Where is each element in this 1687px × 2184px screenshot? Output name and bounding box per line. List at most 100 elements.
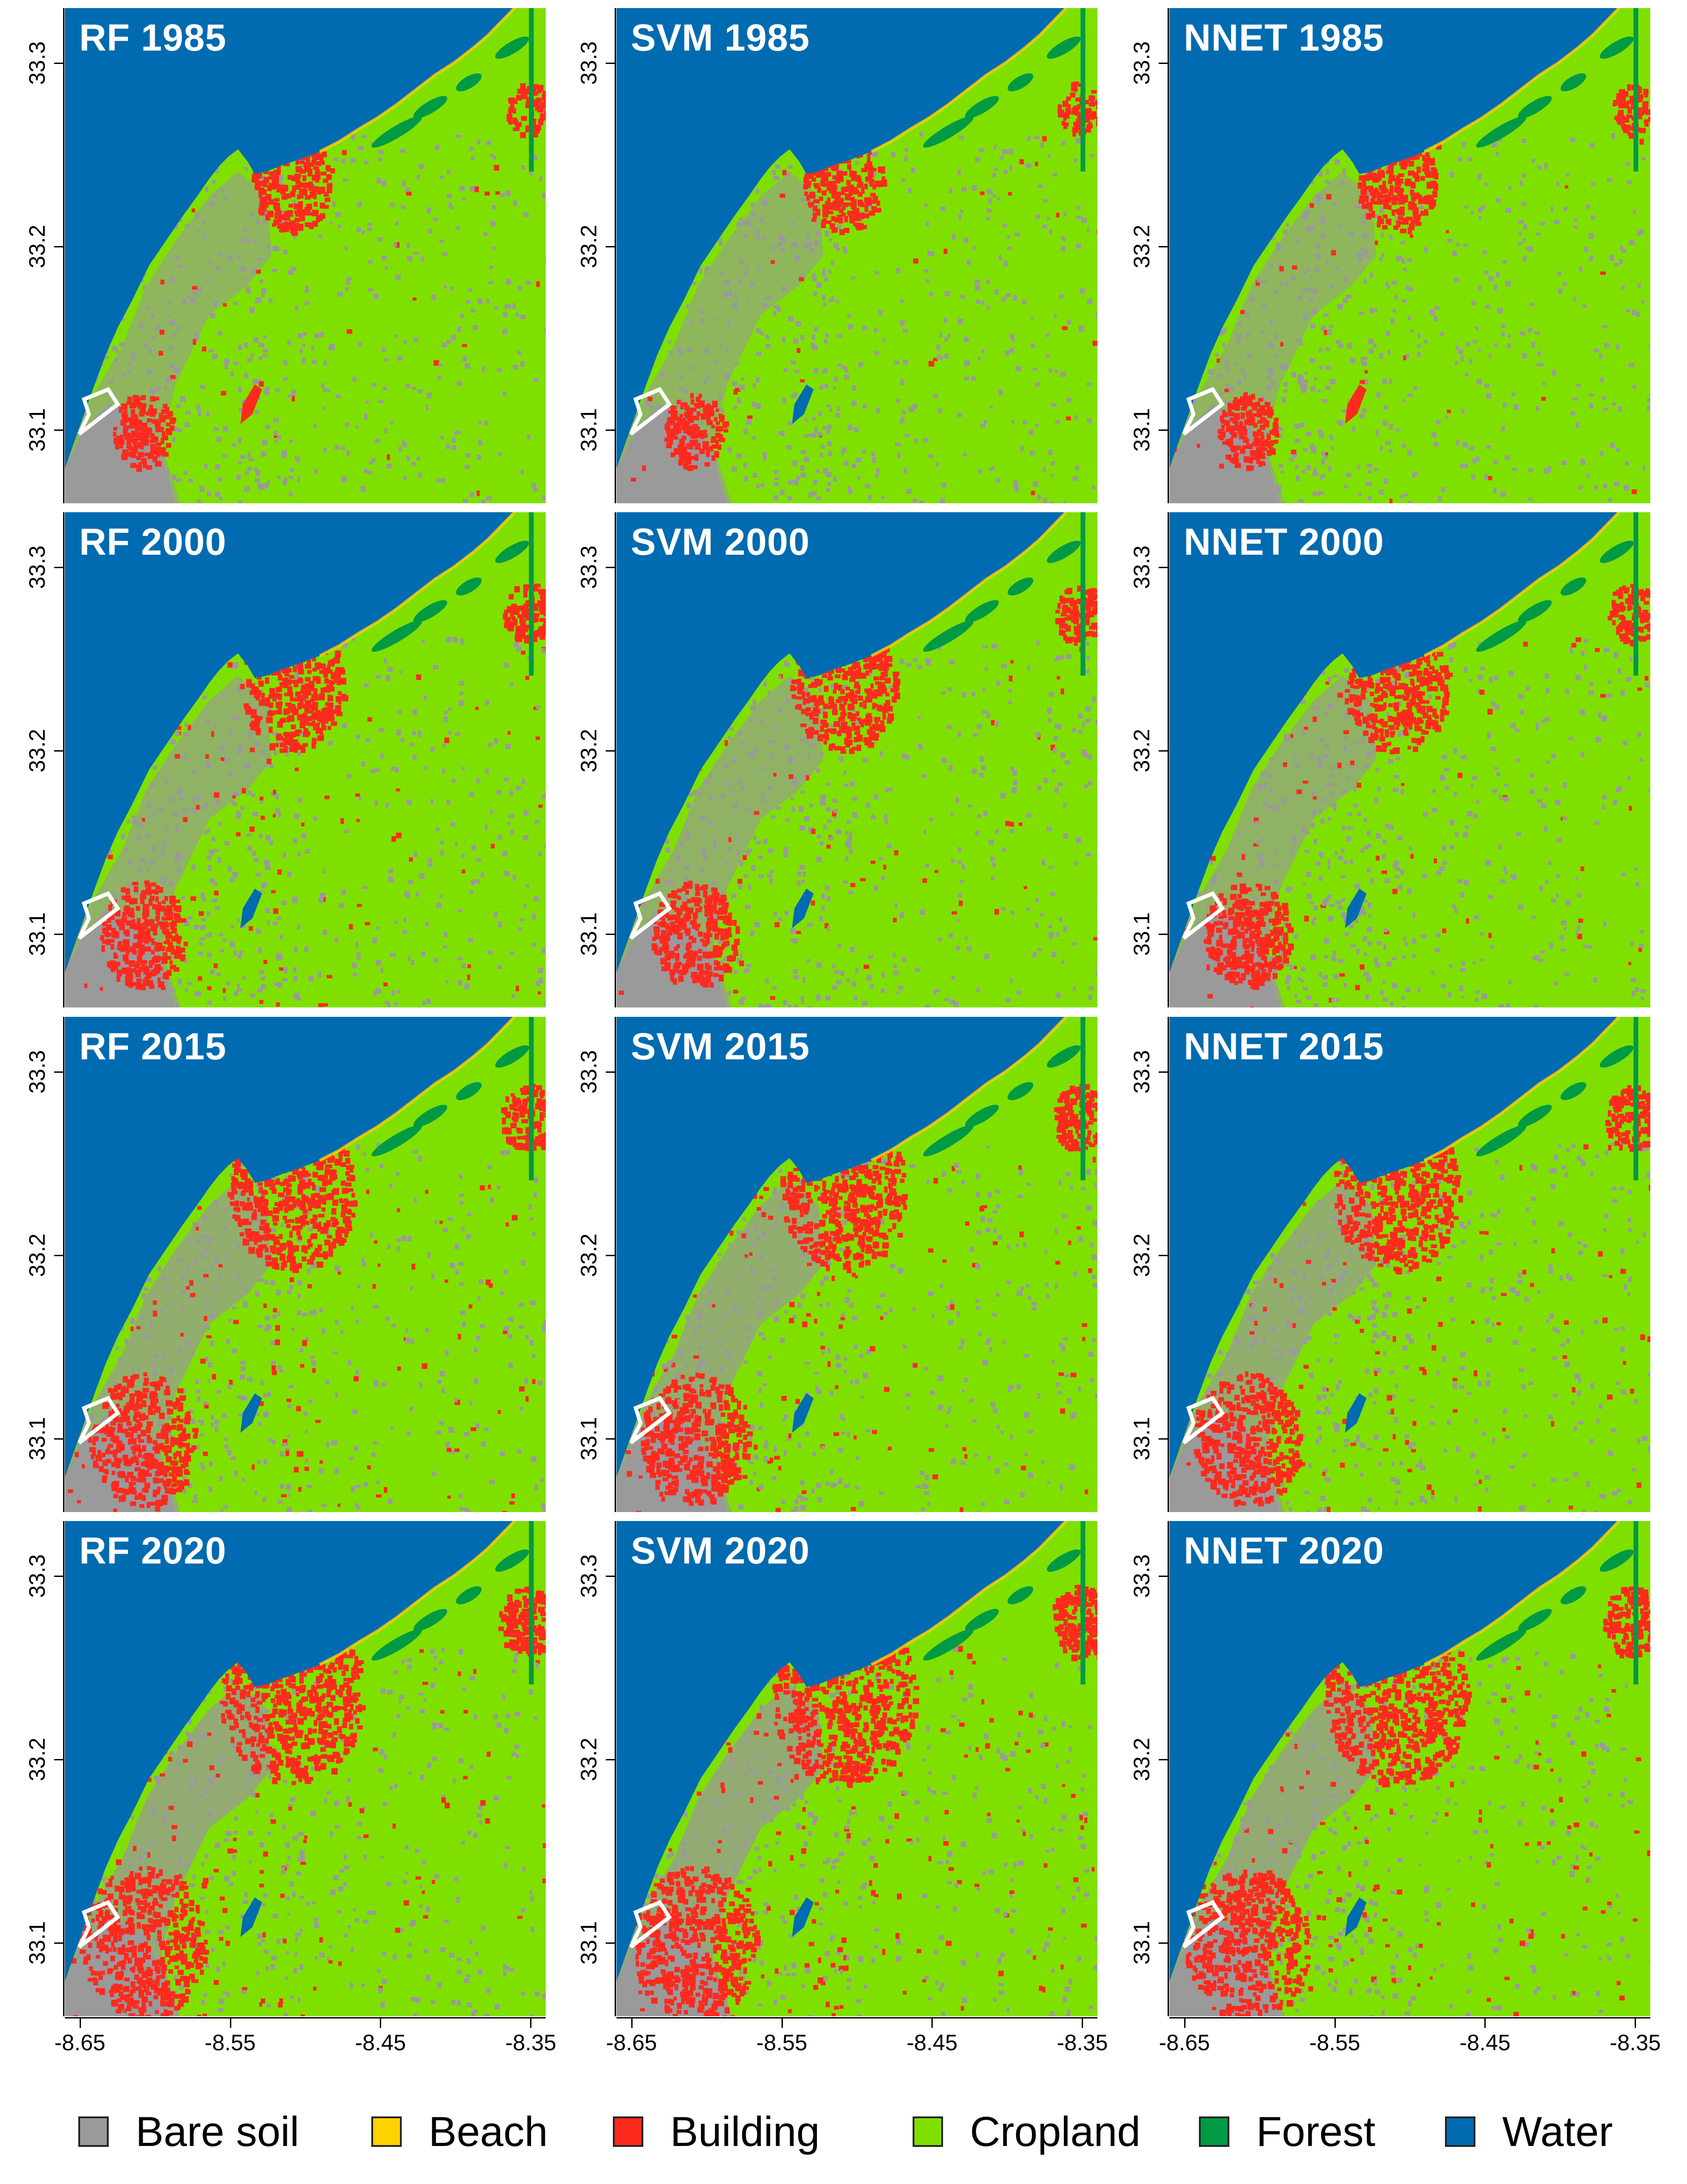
land-cover-map [616,512,1097,1007]
y-tick-label: 33.1 [1129,408,1154,452]
ocean-water [1169,1521,1650,1982]
legend-item-water: Water [1445,2098,1613,2165]
y-tick [1159,1438,1169,1440]
y-tick [54,246,64,247]
x-tick-label: -8.55 [204,2030,256,2055]
x-tick-label: -8.65 [606,2030,657,2055]
inland-lake [1345,1897,1367,1937]
y-tick-label: 33.3 [25,41,50,85]
y-axis-line [63,8,64,503]
y-tick-label: 33.3 [576,41,601,85]
legend-swatch-bare-soil [78,2116,109,2147]
x-tick [781,2018,783,2028]
y-tick [54,1576,64,1577]
land-cover-map [1169,1521,1650,2016]
y-tick [54,1942,64,1944]
map-panel-svm-2000: SVM 2000 [616,512,1097,1007]
urban-clusters [664,81,1097,471]
forest-strips [1476,1521,1639,1685]
inland-lake [1345,888,1367,928]
y-tick [54,567,64,568]
y-tick [606,1438,616,1440]
ocean-water [65,1521,546,1982]
legend-swatch-beach [371,2116,402,2147]
map-panel-nnet-2000: NNET 2000 [1169,512,1650,1007]
x-tick [380,2018,382,2028]
forest-strips [371,512,534,676]
y-axis-line [615,512,616,1007]
y-tick [54,1071,64,1073]
land-cover-map [616,8,1097,503]
legend-label-cropland: Cropland [970,2108,1141,2155]
y-tick-label: 33.2 [25,225,50,268]
x-tick [1484,2018,1486,2028]
y-tick-label: 33.3 [25,1050,50,1094]
beach-line [871,512,1067,658]
panel-title: RF 1985 [79,17,227,59]
y-tick [54,1255,64,1256]
y-tick-label: 33.3 [1129,41,1154,85]
beach-line [319,1017,516,1162]
panel-title: RF 2020 [79,1530,227,1572]
y-tick [1159,246,1169,247]
y-tick-label: 33.1 [25,912,50,956]
panel-title: RF 2000 [79,521,227,563]
legend-swatch-water [1445,2116,1475,2147]
map-panel-rf-1985: RF 1985 [65,8,546,503]
panel-title: RF 2015 [79,1025,227,1067]
y-tick [1159,1255,1169,1256]
legend-label-beach: Beach [429,2108,548,2155]
x-tick-label: -8.45 [355,2030,406,2055]
y-axis-line [63,1521,64,2016]
y-tick [54,429,64,431]
ocean-water [616,1521,1097,1982]
x-tick-label: -8.45 [1459,2030,1511,2055]
forest-strips [1476,1017,1639,1181]
y-tick-label: 33.2 [576,225,601,268]
x-tick-label: -8.55 [756,2030,807,2055]
y-tick [606,63,616,64]
port-no-data [1182,1395,1225,1445]
forest-strips [923,1017,1086,1181]
y-axis-line [1168,512,1169,1007]
x-tick-label: -8.65 [1159,2030,1210,2055]
y-tick [606,246,616,247]
map-panel-nnet-2015: NNET 2015 [1169,1017,1650,1512]
x-axis-line [616,2017,1097,2018]
panel-title: NNET 2020 [1184,1530,1384,1572]
forest-strips [923,8,1086,172]
port-no-data [629,1395,672,1445]
x-tick [1334,2018,1336,2028]
x-tick [1635,2018,1636,2028]
map-panel-svm-2015: SVM 2015 [616,1017,1097,1512]
y-tick-label: 33.1 [25,408,50,452]
y-tick-label: 33.3 [576,545,601,589]
forest-strips [923,512,1086,676]
forest-strips [371,1017,534,1181]
beach-line [1424,1017,1620,1162]
x-tick-label: -8.55 [1309,2030,1360,2055]
ocean-water [1169,512,1650,973]
port-no-data [1182,891,1225,940]
y-tick-label: 33.2 [25,729,50,773]
land-cover-map [65,1017,546,1512]
forest-strips [1476,512,1639,676]
x-tick-label: -8.35 [505,2030,557,2055]
y-tick-label: 33.3 [25,1554,50,1598]
beach-line [871,8,1067,153]
y-axis-line [1168,8,1169,503]
port-no-data [629,891,672,940]
x-tick [1184,2018,1186,2028]
map-panel-rf-2000: RF 2000 [65,512,546,1007]
panel-title: SVM 2020 [631,1530,810,1572]
forest-strips [1476,8,1639,172]
bare-soil-southwest [65,404,176,503]
x-tick-label: -8.35 [1610,2030,1661,2055]
legend-swatch-cropland [913,2116,943,2147]
y-tick-label: 33.1 [576,912,601,956]
y-tick [1159,934,1169,935]
legend-item-building: Building [613,2098,820,2165]
legend-label-water: Water [1502,2108,1613,2155]
y-tick [1159,1942,1169,1944]
x-tick-label: -8.35 [1057,2030,1108,2055]
